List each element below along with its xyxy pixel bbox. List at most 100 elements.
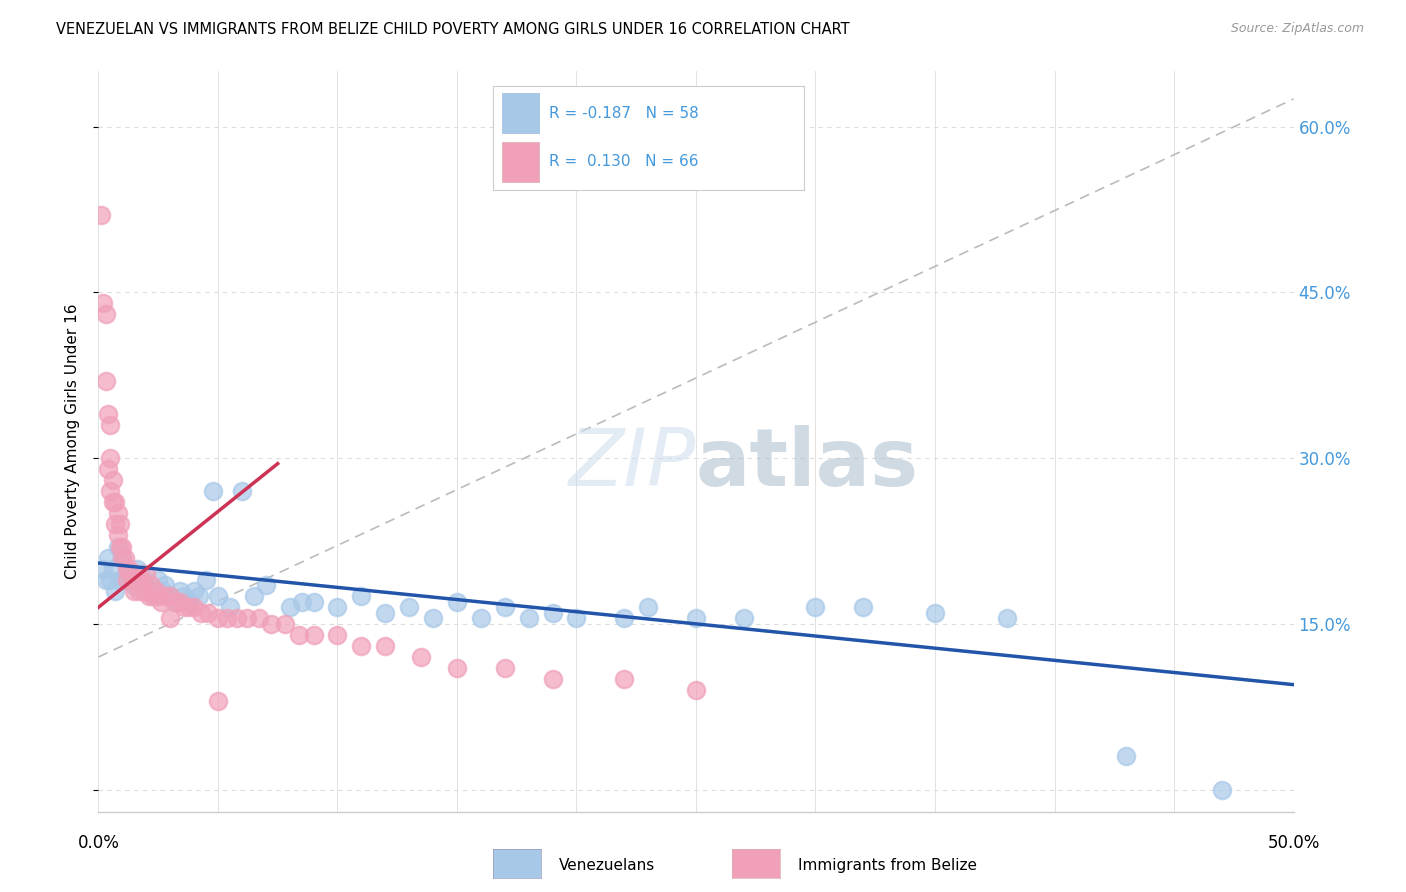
Point [685,683,707,698]
Point [155,578,177,592]
Point [104,517,127,532]
Point [90,208,112,222]
Point [114,550,136,565]
Point [124,578,146,592]
Point [108,573,131,587]
Point [291,595,314,609]
Point [101,495,124,509]
Point [685,611,707,625]
Point [108,517,131,532]
Point [187,589,209,603]
Point [235,611,257,625]
Point [169,595,191,609]
Point [470,611,492,625]
Point [91,296,114,310]
Point [517,611,540,625]
Point [115,561,138,575]
Text: 50.0%: 50.0% [1267,834,1320,852]
Point [118,561,141,575]
Point [254,578,277,592]
Point [97,550,120,565]
Point [97,462,120,476]
Point [159,589,181,603]
Point [138,589,160,603]
Point [398,600,420,615]
Point [190,606,212,620]
Point [142,589,165,603]
Point [302,595,325,609]
Point [541,606,564,620]
Point [446,595,468,609]
Point [94,308,117,322]
Text: Immigrants from Belize: Immigrants from Belize [797,858,977,873]
Point [247,611,270,625]
Point [125,561,148,575]
Point [98,484,122,499]
Point [326,600,349,615]
Point [613,611,636,625]
Point [124,573,146,587]
Point [148,589,170,603]
Point [104,583,127,598]
Point [135,567,157,582]
Point [121,573,143,587]
Point [243,589,266,603]
Point [131,567,153,582]
Point [179,595,201,609]
Point [163,595,186,609]
Point [494,600,516,615]
Point [98,451,122,466]
Point [155,589,177,603]
Text: ZIP: ZIP [568,425,696,503]
Point [145,589,167,603]
Point [91,561,114,575]
Point [152,583,174,598]
Point [278,600,301,615]
Point [94,374,117,388]
Point [111,540,134,554]
Point [108,540,131,554]
Point [995,611,1018,625]
Point [101,561,124,575]
Text: Venezuelans: Venezuelans [558,858,655,873]
Point [179,600,201,615]
Point [97,407,120,421]
Point [197,606,219,620]
Point [101,473,124,487]
Point [115,561,138,575]
Point [195,573,218,587]
Point [207,611,229,625]
Point [111,550,134,565]
Point [104,495,127,509]
Point [98,417,122,432]
Point [374,606,396,620]
Point [302,628,325,642]
Point [350,589,373,603]
Point [169,583,191,598]
Point [159,611,181,625]
Point [107,507,129,521]
Point [733,611,755,625]
Point [207,589,229,603]
Text: VENEZUELAN VS IMMIGRANTS FROM BELIZE CHILD POVERTY AMONG GIRLS UNDER 16 CORRELAT: VENEZUELAN VS IMMIGRANTS FROM BELIZE CHI… [56,22,849,37]
Point [259,616,281,631]
Text: Source: ZipAtlas.com: Source: ZipAtlas.com [1230,22,1364,36]
Point [565,611,588,625]
Point [411,650,433,665]
Point [494,661,516,675]
Point [1115,749,1137,764]
Point [183,600,205,615]
Point [374,639,396,653]
Point [145,583,167,598]
Point [202,484,225,499]
Point [804,600,827,615]
Point [226,611,249,625]
Point [139,578,162,592]
Point [149,595,172,609]
Point [1211,782,1233,797]
Point [541,672,564,686]
Point [128,583,150,598]
Point [217,611,239,625]
Point [173,600,195,615]
Point [207,694,229,708]
